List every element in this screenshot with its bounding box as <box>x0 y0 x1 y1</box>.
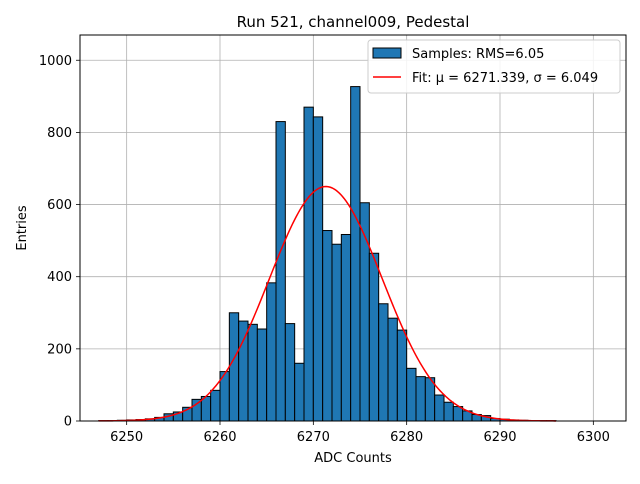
x-tick-label: 6290 <box>483 430 516 445</box>
x-tick-label: 6250 <box>110 430 143 445</box>
y-tick-label: 200 <box>47 342 72 357</box>
histogram-bar <box>407 368 416 421</box>
histogram-bar <box>239 321 248 421</box>
histogram-bar <box>211 390 220 421</box>
y-tick-label: 1000 <box>39 54 72 69</box>
chart-title: Run 521, channel009, Pedestal <box>237 13 470 31</box>
y-tick-label: 400 <box>47 270 72 285</box>
legend: Samples: RMS=6.05 Fit: μ = 6271.339, σ =… <box>368 40 620 93</box>
histogram-bar <box>323 231 332 421</box>
histogram-bar <box>397 330 406 421</box>
x-tick-label: 6270 <box>297 430 330 445</box>
x-tick-label: 6300 <box>577 430 610 445</box>
histogram-bar <box>453 407 462 421</box>
y-tick-label: 800 <box>47 126 72 141</box>
histogram-bar <box>192 399 201 421</box>
histogram-bar <box>351 87 360 421</box>
histogram-bar <box>379 304 388 421</box>
histogram-bar <box>416 377 425 421</box>
legend-label-fit: Fit: μ = 6271.339, σ = 6.049 <box>412 71 598 86</box>
histogram-bar <box>304 107 313 421</box>
histogram-bar <box>435 395 444 421</box>
histogram-bar <box>229 313 238 421</box>
histogram-bar <box>285 324 294 421</box>
histogram-bar <box>425 378 434 421</box>
histogram-bar <box>341 234 350 421</box>
y-tick-label: 0 <box>64 415 72 430</box>
x-axis-label: ADC Counts <box>314 451 392 466</box>
x-tick-label: 6260 <box>203 430 236 445</box>
histogram-bar <box>267 283 276 421</box>
histogram-bar <box>248 324 257 421</box>
legend-label-samples: Samples: RMS=6.05 <box>412 47 544 62</box>
histogram-bar <box>388 318 397 421</box>
histogram-bar <box>257 329 266 421</box>
histogram-bar <box>332 244 341 421</box>
legend-swatch-samples <box>373 48 401 58</box>
x-tick-label: 6280 <box>390 430 423 445</box>
histogram-bar <box>313 117 322 421</box>
histogram-bar <box>276 122 285 421</box>
y-tick-label: 600 <box>47 198 72 213</box>
histogram-bar <box>369 253 378 421</box>
histogram-bar <box>295 363 304 421</box>
y-axis-label: Entries <box>15 205 30 251</box>
histogram-bar <box>444 402 453 421</box>
